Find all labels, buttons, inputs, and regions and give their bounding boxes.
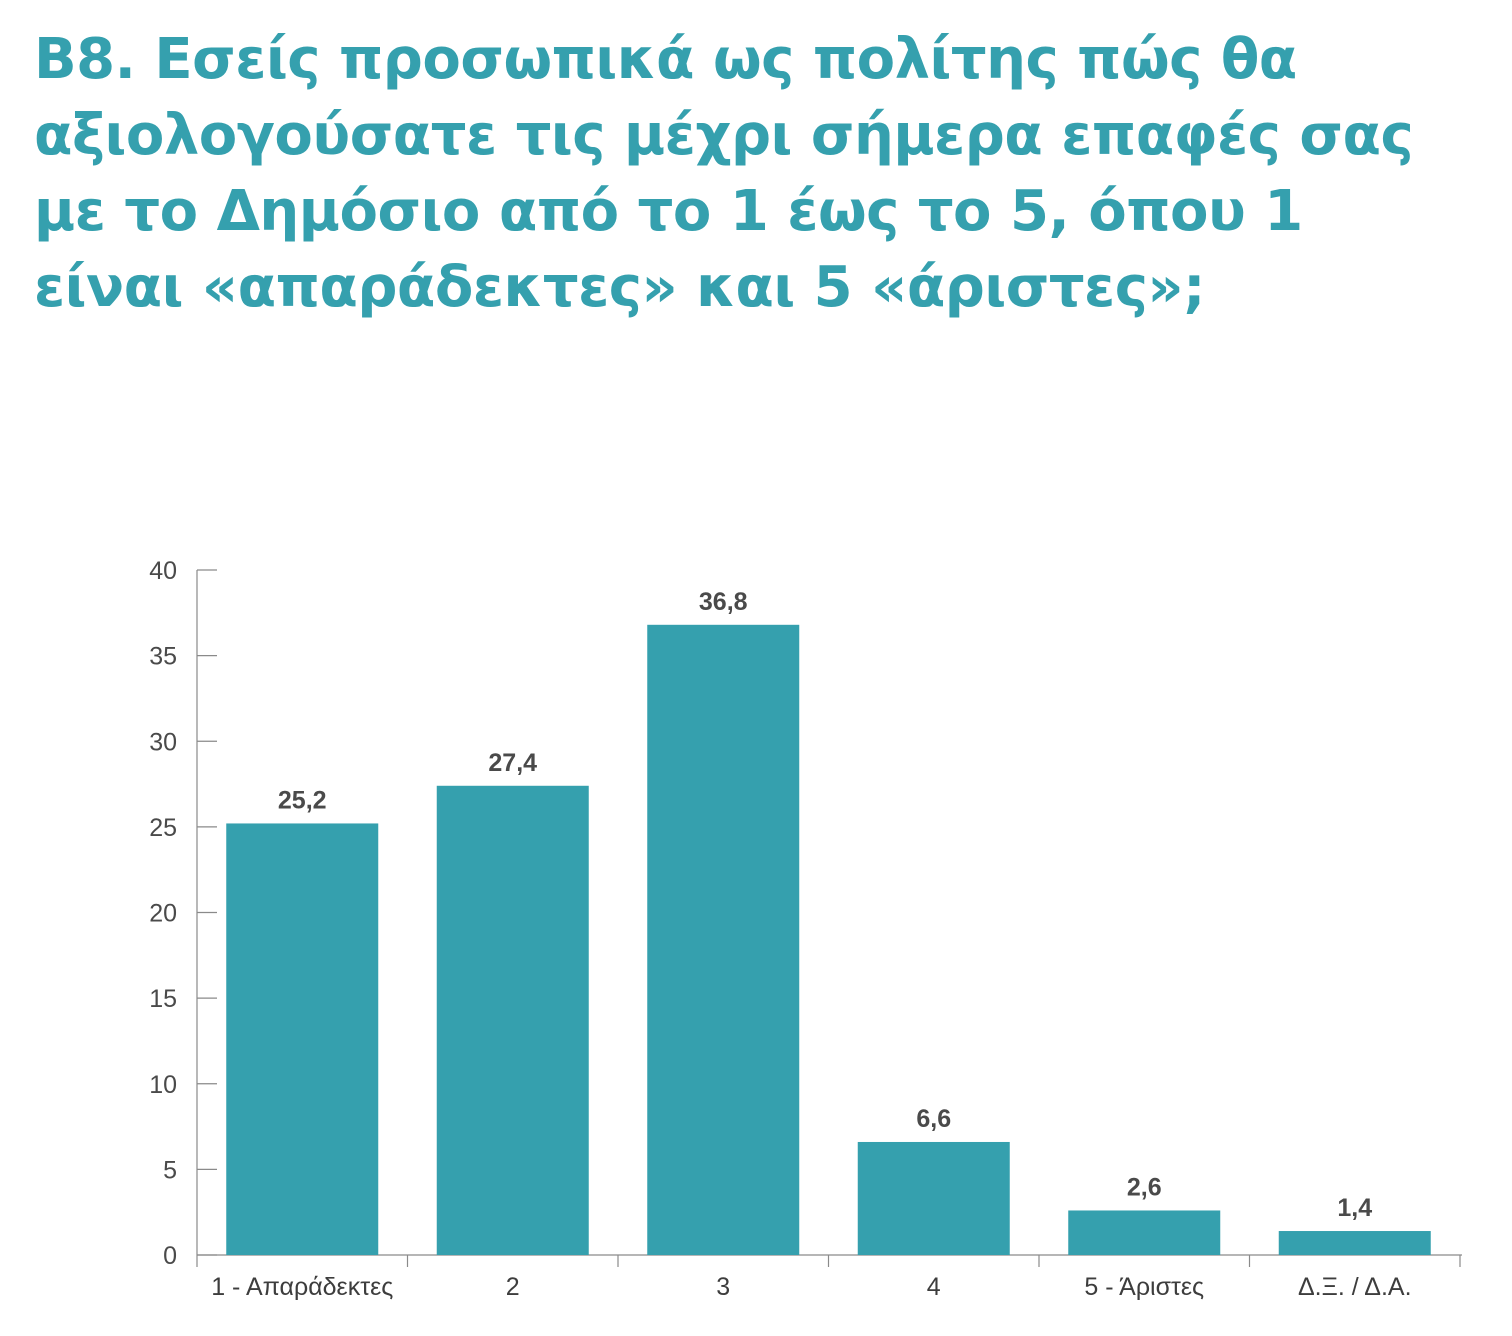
category-label: Δ.Ξ. / Δ.Α. [1298,1273,1412,1301]
value-label: 36,8 [699,588,748,616]
value-label: 1,4 [1337,1194,1372,1222]
chart-axes [196,569,1462,1267]
value-label: 27,4 [488,749,537,777]
y-tick-label: 0 [163,1242,177,1270]
category-label: 1 - Απαράδεκτες [211,1273,393,1301]
y-tick-label: 10 [149,1071,177,1099]
category-label: 5 - Άριστες [1084,1273,1204,1301]
y-tick-label: 25 [149,814,177,842]
bar [1068,1210,1221,1255]
bar [647,624,800,1255]
y-tick-label: 20 [149,900,177,928]
value-label: 2,6 [1127,1173,1162,1201]
value-label: 6,6 [916,1105,951,1133]
chart-bars [226,624,1431,1255]
y-tick-label: 30 [149,728,177,756]
y-tick-label: 5 [163,1156,177,1184]
y-tick-label: 35 [149,643,177,671]
category-label: 2 [506,1273,520,1301]
bar [436,785,589,1255]
y-tick-label: 15 [149,985,177,1013]
bar [857,1141,1010,1255]
chart-title: B8. Εσείς προσωπικά ως πολίτης πώς θα αξ… [34,27,1414,320]
y-tick-label: 40 [149,557,177,585]
category-label: 4 [927,1273,941,1301]
chart-labels: 0 5 10 15 20 25 30 35 40 25,2 1 - Απαράδεκτες 27,4 2… [149,557,1411,1301]
value-label: 25,2 [278,786,327,814]
bar [226,823,379,1255]
bar [1278,1231,1431,1255]
category-label: 3 [716,1273,730,1301]
